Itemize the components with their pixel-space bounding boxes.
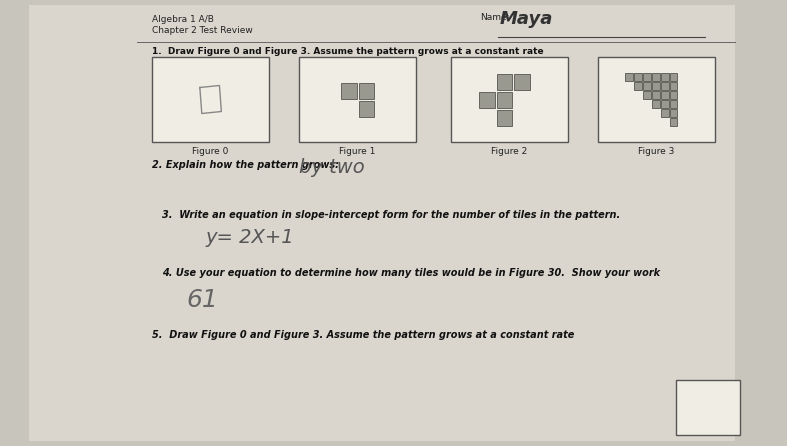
Bar (670, 118, 678, 126)
Text: 4. Use your equation to determine how many tiles would be in Figure 30.  Show yo: 4. Use your equation to determine how ma… (161, 268, 660, 278)
Text: y= 2X+1: y= 2X+1 (205, 228, 294, 247)
Bar (652, 73, 660, 81)
Bar (652, 100, 660, 108)
Bar (359, 100, 374, 116)
Bar (661, 91, 669, 99)
Text: Algebra 1 A/B: Algebra 1 A/B (152, 15, 214, 24)
Bar (676, 380, 740, 435)
Bar (652, 82, 660, 90)
Text: Figure 1: Figure 1 (339, 147, 375, 156)
Bar (643, 91, 651, 99)
Bar (634, 82, 642, 90)
Text: Figure 2: Figure 2 (491, 147, 527, 156)
Text: Chapter 2 Test Review: Chapter 2 Test Review (152, 26, 253, 35)
Bar (497, 91, 512, 107)
Bar (643, 82, 651, 90)
Bar (597, 57, 715, 142)
Text: 2. Explain how the pattern grows:: 2. Explain how the pattern grows: (152, 160, 339, 170)
Bar (643, 73, 651, 81)
Text: Figure 3: Figure 3 (638, 147, 674, 156)
Bar (670, 82, 678, 90)
Bar (670, 73, 678, 81)
Text: Name:: Name: (480, 13, 509, 22)
Bar (626, 73, 634, 81)
Bar (341, 83, 357, 99)
Bar (661, 100, 669, 108)
Bar (661, 73, 669, 81)
Bar (299, 57, 416, 142)
Bar (514, 74, 530, 90)
Bar (661, 82, 669, 90)
Bar (451, 57, 568, 142)
Bar (497, 74, 512, 90)
Bar (652, 91, 660, 99)
Text: 5.  Draw Figure 0 and Figure 3. Assume the pattern grows at a constant rate: 5. Draw Figure 0 and Figure 3. Assume th… (152, 330, 575, 340)
Text: Maya: Maya (500, 10, 553, 28)
Text: 61: 61 (186, 288, 218, 312)
Bar (670, 91, 678, 99)
Bar (152, 57, 269, 142)
Text: by two: by two (299, 158, 364, 177)
Text: 3.  Write an equation in slope-intercept form for the number of tiles in the pat: 3. Write an equation in slope-intercept … (161, 210, 620, 220)
Bar (359, 83, 374, 99)
Bar (479, 91, 495, 107)
Bar (670, 109, 678, 117)
Text: 1.  Draw Figure 0 and Figure 3. Assume the pattern grows at a constant rate: 1. Draw Figure 0 and Figure 3. Assume th… (152, 47, 544, 56)
Bar (670, 100, 678, 108)
Text: Figure 0: Figure 0 (192, 147, 229, 156)
Bar (634, 73, 642, 81)
Bar (661, 109, 669, 117)
Bar (497, 110, 512, 125)
